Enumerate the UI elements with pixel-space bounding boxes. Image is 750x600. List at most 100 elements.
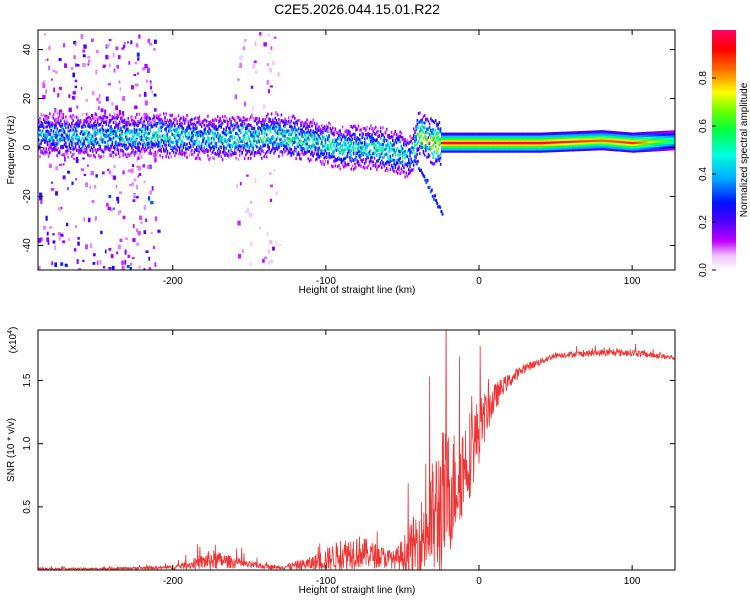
ridge-cell [572, 131, 574, 135]
ridge-cell [182, 146, 185, 149]
ridge-cell [389, 141, 392, 145]
ridge-cell [392, 153, 394, 157]
noise-speckle [112, 265, 115, 270]
noise-speckle [98, 100, 102, 104]
ridge-cell [466, 134, 469, 138]
ridge-cell [371, 133, 373, 137]
ridge-cell [540, 147, 542, 151]
ridge-cell [436, 148, 438, 152]
ridge-cell [546, 143, 548, 147]
ridge-cell [122, 113, 125, 117]
ridge-cell [460, 149, 463, 153]
ridge-cell [111, 150, 114, 154]
ridge-cell [188, 126, 191, 130]
noise-speckle [52, 69, 56, 73]
ridge-cell [470, 132, 472, 136]
ridge-cell [551, 138, 553, 142]
noise-speckle [119, 238, 123, 242]
ridge-cell [362, 165, 365, 169]
ridge-cell [487, 139, 490, 142]
ridge-cell [493, 139, 496, 142]
ridge-cell [649, 133, 651, 137]
ridge-cell [329, 143, 332, 147]
ridge-cell [561, 133, 563, 137]
noise-speckle [152, 119, 156, 122]
ridge-cell [132, 122, 134, 125]
ridge-cell [432, 156, 435, 160]
noise-speckle [137, 175, 139, 178]
ridge-cell [227, 126, 230, 130]
ridge-cell [171, 122, 174, 126]
ridge-cell [374, 165, 377, 169]
ridge-cell [213, 145, 215, 149]
ridge-cell [551, 147, 553, 151]
ridge-cell [450, 141, 453, 145]
ridge-cell [198, 145, 201, 149]
noise-speckle [263, 42, 267, 47]
ridge-cell [84, 148, 87, 151]
ridge-cell [85, 117, 88, 121]
ridge-cell [305, 127, 307, 131]
ridge-cell [433, 130, 436, 134]
ridge-cell [469, 134, 471, 138]
ridge-cell [254, 132, 257, 136]
ridge-cell [602, 145, 605, 149]
ridge-cell [297, 119, 300, 123]
ridge-cell [431, 138, 433, 142]
ridge-cell [354, 166, 356, 170]
ridge-cell [214, 117, 216, 121]
ridge-cell [72, 145, 74, 149]
ridge-cell [540, 149, 542, 153]
ridge-cell [343, 133, 345, 137]
ridge-cell [457, 136, 459, 140]
ridge-cell [557, 131, 559, 135]
ridge-cell [311, 121, 313, 124]
ridge-cell [67, 120, 69, 124]
ridge-cell [139, 128, 142, 132]
ridge-cell [486, 136, 488, 140]
noise-speckle [51, 181, 54, 184]
ridge-cell [499, 139, 502, 142]
ridge-cell [377, 141, 379, 145]
ridge-cell [606, 139, 608, 143]
noise-speckle [95, 69, 98, 75]
ridge-cell [376, 149, 378, 153]
ridge-cell [404, 175, 406, 179]
ridge-cell [660, 131, 662, 134]
ridge-cell [198, 115, 201, 119]
ridge-cell [283, 130, 285, 134]
noise-speckle [49, 226, 53, 229]
ridge-cell [346, 151, 349, 155]
ridge-cell [114, 146, 116, 150]
ridge-cell [61, 116, 63, 120]
ridge-cell [158, 144, 160, 148]
ridge-cell [379, 148, 382, 152]
ridge-cell [89, 139, 92, 142]
ridge-cell [457, 132, 459, 136]
ridge-cell [149, 128, 152, 132]
noise-speckle [154, 262, 157, 267]
ridge-cell [281, 128, 284, 132]
ridge-cell [133, 133, 136, 137]
ridge-cell [421, 120, 423, 124]
ridge-cell [287, 139, 290, 143]
ridge-cell [352, 167, 355, 171]
ridge-cell [659, 131, 661, 134]
ridge-cell [569, 142, 572, 146]
ridge-cell [525, 132, 528, 136]
ridge-cell [417, 126, 420, 130]
ridge-cell [423, 121, 426, 125]
ridge-cell [170, 155, 172, 159]
ridge-cell [487, 145, 490, 149]
ridge-cell [246, 131, 248, 135]
ridge-cell [597, 130, 600, 134]
ridge-cell [490, 132, 492, 136]
ridge-cell [597, 145, 600, 149]
ridge-cell [185, 132, 187, 136]
ridge-cell [562, 138, 564, 142]
ridge-cell [74, 142, 77, 146]
ridge-cell [388, 145, 390, 149]
ridge-cell [465, 132, 468, 136]
ridge-cell [306, 118, 308, 122]
ridge-cell [63, 143, 66, 147]
